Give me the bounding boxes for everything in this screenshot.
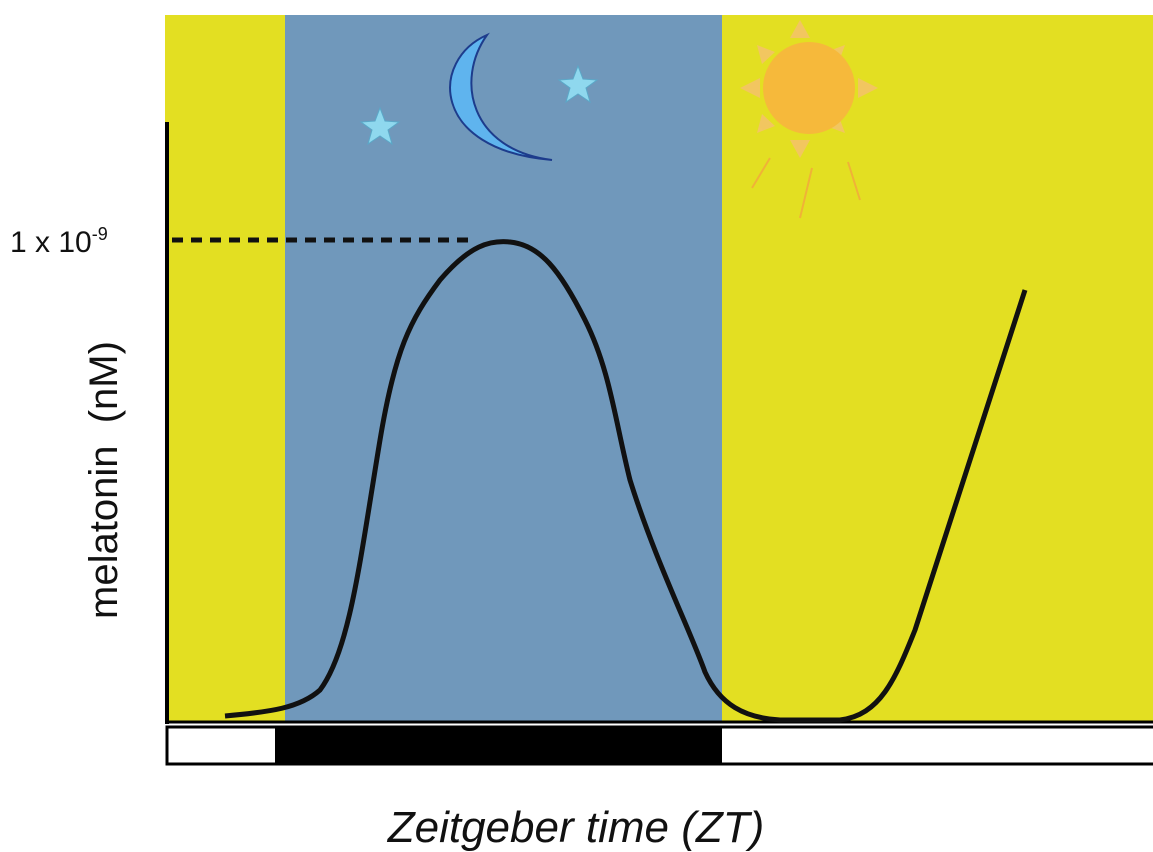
dark-phase-bar — [275, 727, 722, 764]
y-axis-label: melatonin (nM) — [82, 341, 126, 619]
diagram: 1 x 10-9 melatonin (nM) Zeitgeber time (… — [0, 0, 1153, 852]
peak-label: 1 x 10-9 — [10, 224, 108, 259]
peak-label-base: 1 x 10 — [10, 226, 92, 259]
x-axis-label: Zeitgeber time (ZT) — [387, 803, 765, 852]
peak-label-exponent: -9 — [92, 224, 108, 244]
